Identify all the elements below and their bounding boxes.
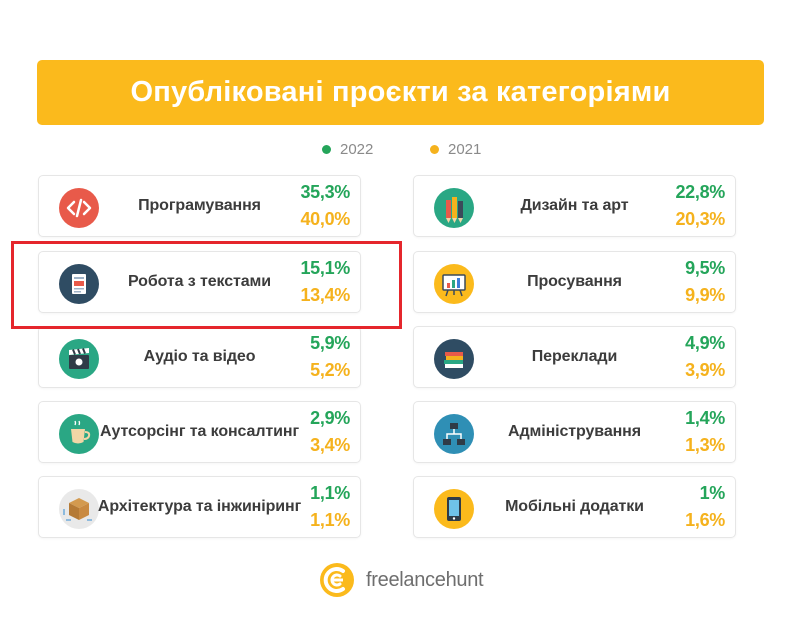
category-card-7: Адміністрування 1,4% 1,3% bbox=[413, 401, 736, 463]
category-label: Переклади bbox=[531, 348, 618, 365]
legend-item-2022: 2022 bbox=[322, 141, 373, 158]
document-icon bbox=[59, 264, 99, 304]
value-2022: 2,9% bbox=[310, 408, 350, 428]
value-2021: 1,3% bbox=[685, 435, 725, 455]
value-2021: 1,6% bbox=[685, 510, 725, 530]
category-card-4: Аудіо та відео 5,9% 5,2% bbox=[38, 326, 361, 388]
value-2022: 35,3% bbox=[300, 182, 350, 202]
category-label: Мобільні додатки bbox=[505, 498, 644, 515]
value-2022: 1,4% bbox=[685, 408, 725, 428]
legend-dot-2022 bbox=[322, 145, 331, 154]
category-card-2: Робота з текстами 15,1% 13,4% bbox=[38, 251, 361, 313]
category-card-6: Аутсорсінг та консалтинг 2,9% 3,4% bbox=[38, 401, 361, 463]
value-2022: 1% bbox=[699, 483, 726, 503]
value-2022: 1,1% bbox=[310, 483, 350, 503]
value-2022: 9,5% bbox=[685, 258, 725, 278]
box-icon bbox=[59, 489, 99, 529]
category-card-9: Мобільні додатки 1% 1,6% bbox=[413, 476, 736, 538]
code-icon bbox=[59, 188, 99, 228]
value-2022: 5,9% bbox=[310, 333, 350, 353]
page-title: Опубліковані проєкти за категоріями bbox=[37, 60, 764, 125]
category-label: Просування bbox=[527, 273, 622, 290]
category-label: Адміністрування bbox=[508, 423, 641, 440]
category-card-3: Просування 9,5% 9,9% bbox=[413, 251, 736, 313]
category-label: Робота з текстами bbox=[127, 273, 272, 290]
value-2021: 20,3% bbox=[675, 209, 725, 229]
value-2021: 3,9% bbox=[685, 360, 725, 380]
legend-label-2021: 2021 bbox=[448, 141, 482, 158]
value-2021: 1,1% bbox=[310, 510, 350, 530]
books-icon bbox=[434, 339, 474, 379]
category-card-5: Переклади 4,9% 3,9% bbox=[413, 326, 736, 388]
footer: freelancehunt bbox=[318, 561, 484, 599]
legend-dot-2021 bbox=[430, 145, 439, 154]
category-label: Архітектура та інжиніринг bbox=[97, 498, 302, 515]
category-label: Програмування bbox=[138, 197, 261, 214]
brand-name: freelancehunt bbox=[366, 568, 484, 591]
value-2021: 40,0% bbox=[300, 209, 350, 229]
highlight-frame bbox=[11, 241, 402, 329]
legend: 2022 2021 bbox=[0, 141, 800, 161]
category-card-8: Архітектура та інжиніринг 1,1% 1,1% bbox=[38, 476, 361, 538]
category-card-0: Програмування 35,3% 40,0% bbox=[38, 175, 361, 237]
value-2022: 4,9% bbox=[685, 333, 725, 353]
value-2021: 3,4% bbox=[310, 435, 350, 455]
network-icon bbox=[434, 414, 474, 454]
value-2021: 9,9% bbox=[685, 285, 725, 305]
presentation-board-icon bbox=[434, 264, 474, 304]
category-label: Аутсорсінг та консалтинг bbox=[100, 423, 300, 440]
value-2022: 22,8% bbox=[675, 182, 725, 202]
value-2022: 15,1% bbox=[300, 258, 350, 278]
category-card-1: Дизайн та арт 22,8% 20,3% bbox=[413, 175, 736, 237]
category-label: Дизайн та арт bbox=[520, 197, 629, 214]
pencils-icon bbox=[434, 188, 474, 228]
category-label: Аудіо та відео bbox=[143, 348, 256, 365]
legend-label-2022: 2022 bbox=[340, 141, 374, 158]
clapperboard-icon bbox=[59, 339, 99, 379]
mobile-phone-icon bbox=[434, 489, 474, 529]
value-2021: 13,4% bbox=[300, 285, 350, 305]
legend-item-2021: 2021 bbox=[430, 141, 481, 158]
value-2021: 5,2% bbox=[310, 360, 350, 380]
coffee-cup-icon bbox=[59, 414, 99, 454]
freelancehunt-logo-icon bbox=[320, 563, 354, 597]
